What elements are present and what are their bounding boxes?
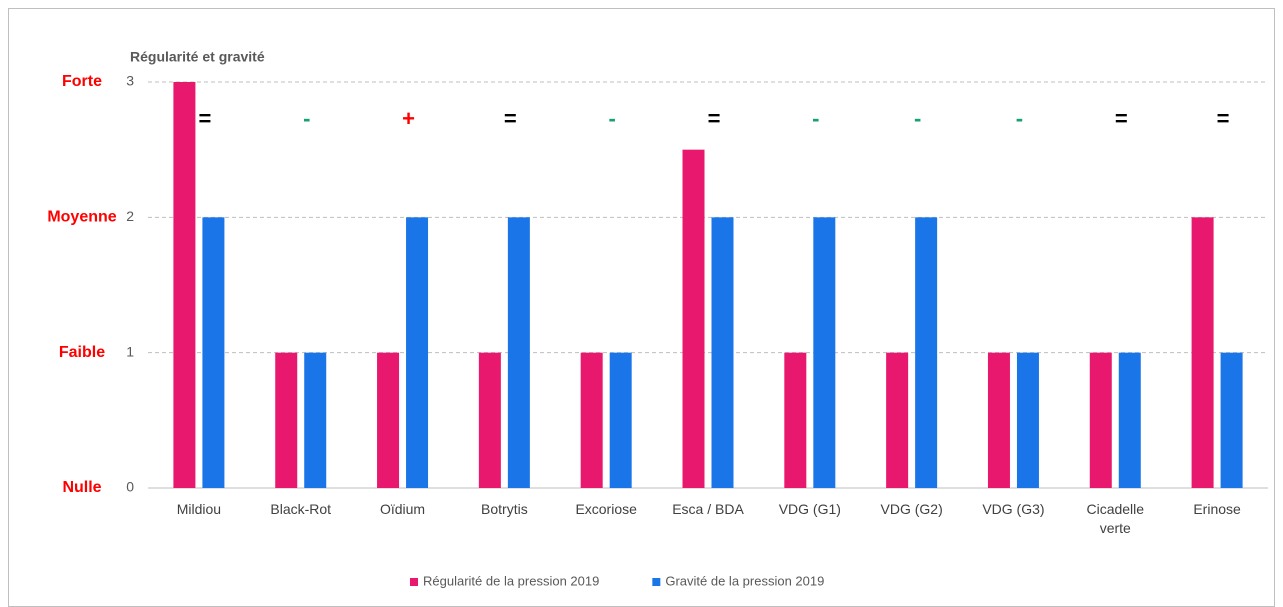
x-tick-label: Mildiou [176, 501, 222, 517]
bar [377, 352, 400, 488]
trend-annotation: - [303, 106, 310, 131]
bar [682, 149, 705, 488]
trend-annotation: - [1016, 106, 1023, 131]
bar [711, 217, 734, 489]
bar [1220, 352, 1243, 488]
bar [886, 352, 909, 488]
y-tick-label: 1 [126, 343, 134, 359]
trend-annotation: = [1217, 106, 1230, 131]
trend-annotation: = [504, 106, 517, 131]
x-tick-label: Excoriose [575, 501, 637, 517]
x-tick-label: Botrytis [481, 501, 528, 517]
bar [1089, 352, 1112, 488]
bar [915, 217, 938, 489]
legend-label: Régularité de la pression 2019 [423, 573, 599, 588]
level-label: Moyenne [47, 209, 116, 226]
y-tick-label: 3 [126, 73, 134, 89]
bar [784, 352, 807, 488]
x-tick-label: Oïdium [379, 501, 426, 517]
bar [275, 352, 298, 488]
bar [1191, 217, 1214, 489]
trend-annotation: - [609, 106, 616, 131]
trend-annotation: - [914, 106, 921, 131]
trend-annotation: = [198, 106, 211, 131]
bar [478, 352, 501, 488]
bar [580, 352, 603, 488]
bar [507, 217, 530, 489]
legend-swatch [652, 578, 661, 586]
level-label: Forte [62, 73, 102, 90]
trend-annotation: - [812, 106, 819, 131]
trend-annotation: + [402, 106, 415, 131]
x-tick-label: Cicadelle verte [1086, 501, 1145, 536]
x-tick-label: Erinose [1193, 501, 1241, 517]
x-tick-label: VDG (G3) [982, 501, 1045, 517]
bar [202, 217, 225, 489]
y-axis-title: Régularité et gravité [130, 49, 265, 65]
bar [304, 352, 327, 488]
bar [1118, 352, 1141, 488]
bar [813, 217, 836, 489]
y-tick-label: 0 [126, 479, 134, 495]
bar [173, 82, 196, 488]
bar [406, 217, 429, 489]
x-tick-label: VDG (G1) [778, 501, 841, 517]
trend-annotation: = [708, 106, 721, 131]
bar [609, 352, 632, 488]
y-tick-label: 2 [126, 208, 134, 224]
x-tick-label: VDG (G2) [880, 501, 943, 517]
legend-swatch [410, 578, 418, 586]
bar [1016, 352, 1039, 488]
level-label: Nulle [62, 479, 101, 496]
legend-label: Gravité de la pression 2019 [665, 573, 824, 588]
x-tick-label: Esca / BDA [672, 501, 744, 517]
trend-annotation: = [1115, 106, 1128, 131]
x-tick-label: Black-Rot [270, 501, 332, 517]
bar [987, 352, 1010, 488]
level-label: Faible [59, 344, 105, 361]
